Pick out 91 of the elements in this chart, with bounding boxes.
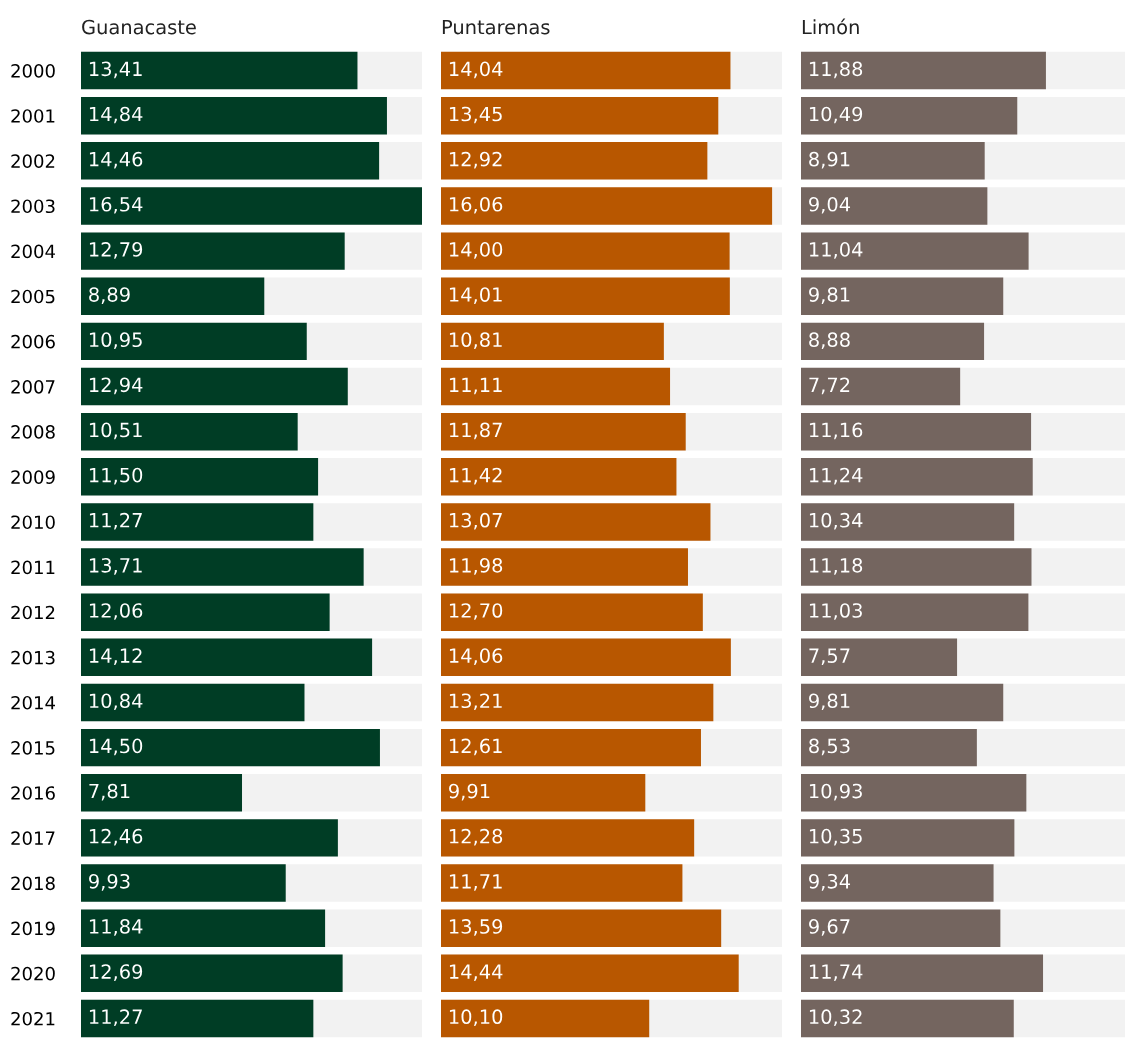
data-label: 12,28 (449, 828, 503, 846)
data-label: 13,59 (449, 919, 503, 936)
data-label: 9,93 (89, 873, 130, 891)
data-label: 7,81 (89, 783, 130, 801)
data-label: 11,98 (449, 558, 503, 575)
data-label: 11,74 (809, 964, 863, 981)
data-label: 14,04 (449, 61, 503, 79)
y-tick-label: 2007 (11, 379, 55, 394)
data-label: 7,72 (809, 377, 850, 395)
data-label: 12,94 (89, 377, 143, 395)
y-tick-label: 2012 (11, 605, 55, 620)
y-tick-label: 2000 (11, 64, 55, 78)
data-label: 11,71 (449, 874, 502, 891)
data-label: 13,07 (449, 512, 502, 530)
data-label: 13,71 (89, 558, 142, 575)
data-label: 11,87 (449, 422, 502, 440)
y-tick-label: 2009 (11, 470, 55, 484)
data-label: 11,50 (89, 467, 143, 485)
data-label: 8,89 (89, 287, 130, 304)
y-tick-label: 2019 (11, 921, 55, 936)
data-label: 12,79 (89, 242, 143, 259)
data-label: 12,92 (449, 151, 502, 169)
data-label: 14,44 (449, 964, 503, 981)
data-label: 9,04 (809, 196, 851, 214)
y-tick-label: 2004 (11, 244, 55, 259)
data-label: 14,50 (89, 738, 143, 756)
y-tick-label: 2001 (11, 109, 55, 123)
data-label: 10,34 (809, 512, 863, 530)
data-label: 12,70 (449, 603, 503, 620)
data-label: 13,45 (449, 106, 502, 124)
data-label: 10,35 (809, 828, 862, 846)
y-tick-label: 2005 (11, 289, 55, 304)
data-label: 12,06 (89, 603, 143, 620)
data-label: 10,51 (89, 422, 142, 440)
data-label: 13,41 (89, 61, 142, 79)
data-label: 13,21 (449, 693, 502, 711)
y-tick-label: 2013 (11, 650, 55, 665)
data-label: 16,06 (449, 196, 503, 214)
y-tick-label: 2020 (11, 966, 55, 981)
y-tick-label: 2016 (11, 786, 55, 800)
data-label: 11,27 (89, 512, 142, 530)
data-label: 10,10 (449, 1009, 503, 1027)
y-tick-label: 2006 (11, 334, 55, 349)
data-label: 9,67 (809, 919, 850, 936)
chart-title: Puntarenas (442, 19, 550, 35)
data-label: 11,42 (449, 467, 502, 485)
data-label: 11,27 (89, 1009, 142, 1027)
data-label: 11,18 (809, 558, 863, 575)
y-tick-label: 2015 (11, 741, 55, 755)
data-label: 9,91 (449, 783, 490, 801)
data-label: 8,53 (809, 738, 850, 756)
data-label: 11,03 (809, 603, 862, 620)
data-label: 12,46 (89, 828, 143, 846)
data-label: 10,32 (809, 1009, 862, 1027)
data-label: 14,01 (449, 287, 502, 304)
chart-title: Guanacaste (82, 19, 196, 35)
y-tick-label: 2017 (11, 831, 55, 845)
data-label: 11,04 (809, 242, 863, 259)
data-label: 10,49 (809, 106, 863, 124)
data-label: 8,88 (809, 332, 850, 350)
data-label: 12,69 (89, 964, 143, 981)
data-label: 11,84 (89, 919, 143, 936)
data-label: 10,84 (89, 693, 143, 711)
y-tick-label: 2008 (11, 425, 55, 439)
data-label: 11,24 (809, 467, 863, 485)
chart-title: Limón (802, 18, 859, 35)
data-label: 14,84 (89, 106, 143, 124)
data-label: 10,93 (809, 783, 862, 801)
data-label: 12,61 (449, 738, 502, 756)
data-label: 7,57 (809, 648, 850, 665)
data-label: 14,00 (449, 242, 503, 259)
y-tick-label: 2021 (11, 1011, 55, 1026)
data-label: 11,16 (809, 422, 863, 440)
data-label: 14,12 (89, 648, 142, 665)
data-label: 8,91 (809, 151, 850, 169)
y-tick-label: 2014 (11, 695, 55, 710)
data-label: 10,95 (89, 332, 142, 350)
data-label: 11,11 (449, 377, 502, 395)
y-tick-label: 2003 (11, 199, 55, 214)
data-label: 14,06 (449, 648, 503, 665)
data-label: 9,81 (809, 693, 850, 711)
y-tick-label: 2010 (11, 515, 55, 530)
data-label: 9,34 (809, 873, 851, 891)
data-label: 10,81 (449, 332, 502, 350)
data-label: 9,81 (809, 287, 850, 304)
y-tick-label: 2002 (11, 154, 55, 168)
y-tick-label: 2018 (11, 876, 55, 891)
data-label: 11,88 (809, 61, 863, 79)
data-label: 16,54 (89, 196, 143, 214)
y-tick-label: 2011 (11, 560, 55, 575)
data-label: 14,46 (89, 151, 143, 169)
